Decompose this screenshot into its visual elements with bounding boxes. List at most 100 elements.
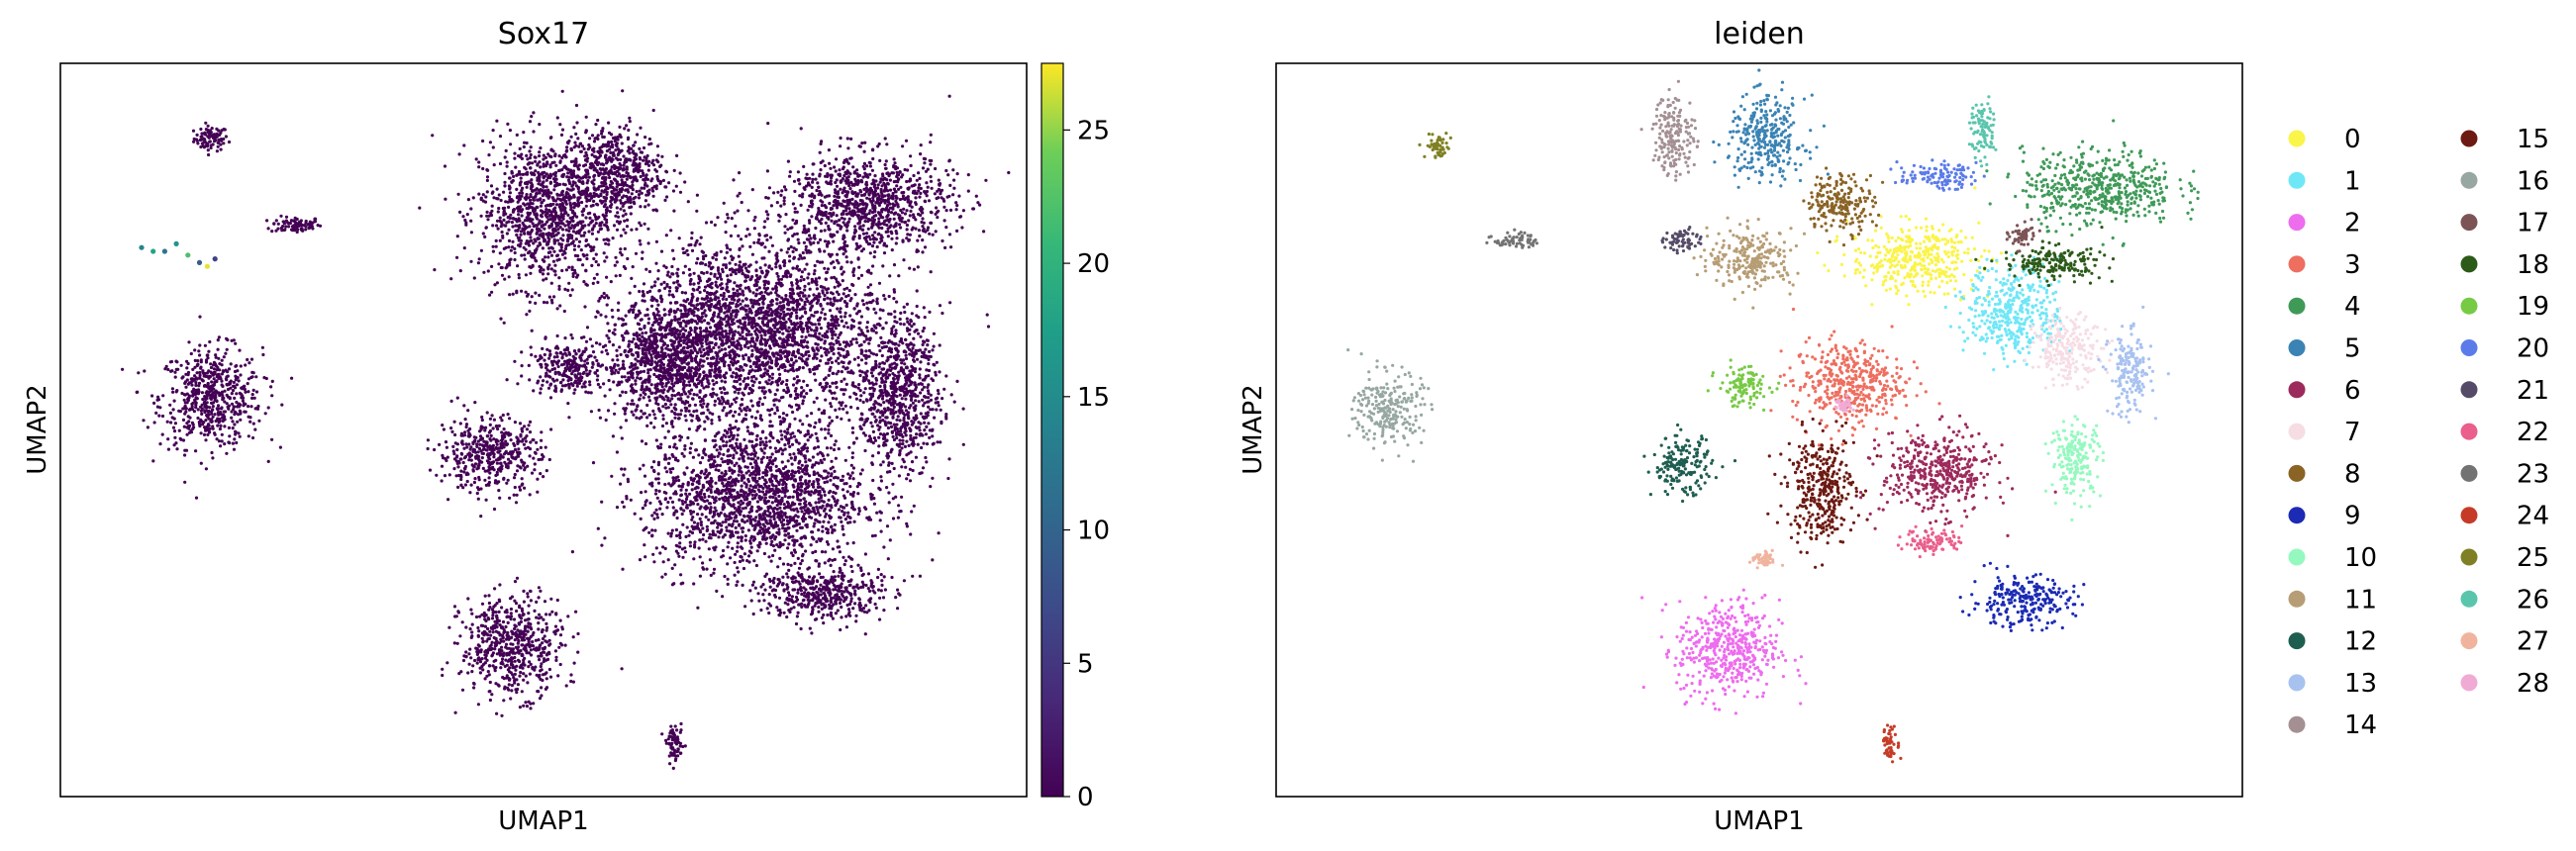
sox17-point xyxy=(261,352,265,357)
sox17-point xyxy=(789,314,793,318)
sox17-point xyxy=(526,157,530,161)
sox17-point xyxy=(246,357,249,362)
sox17-point xyxy=(596,230,601,234)
sox17-point xyxy=(654,158,658,162)
sox17-point xyxy=(588,192,593,196)
sox17-point xyxy=(807,294,811,298)
sox17-point xyxy=(772,403,776,407)
sox17-point xyxy=(763,367,767,371)
sox17-point xyxy=(464,223,468,227)
sox17-point xyxy=(572,243,577,247)
sox17-point xyxy=(222,128,226,132)
sox17-point xyxy=(605,294,609,298)
sox17-point xyxy=(536,224,540,228)
sox17-point xyxy=(545,211,549,215)
sox17-point xyxy=(780,296,784,300)
sox17-point xyxy=(750,305,754,309)
sox17-point xyxy=(562,309,566,314)
sox17-point xyxy=(826,267,831,271)
sox17-point xyxy=(737,284,741,288)
sox17-point xyxy=(510,171,514,175)
sox17-point xyxy=(483,235,487,238)
sox17-point xyxy=(596,280,600,284)
sox17-point xyxy=(785,250,789,254)
sox17-point xyxy=(499,221,504,225)
sox17-point xyxy=(656,269,660,273)
sox17-point xyxy=(675,153,679,157)
sox17-point xyxy=(772,338,777,342)
sox17-point xyxy=(808,316,812,320)
sox17-point xyxy=(764,312,768,317)
sox17-point xyxy=(250,370,254,374)
sox17-point xyxy=(801,402,805,406)
sox17-point xyxy=(819,345,823,349)
sox17-point xyxy=(836,252,840,256)
sox17-point xyxy=(530,183,535,187)
sox17-point xyxy=(226,337,230,342)
sox17-point xyxy=(542,157,545,161)
sox17-point xyxy=(644,162,648,166)
sox17-point xyxy=(676,274,680,278)
sox17-point xyxy=(513,156,517,160)
sox17-point xyxy=(625,124,629,128)
sox17-point xyxy=(576,196,580,200)
sox17-point xyxy=(216,411,220,415)
sox17-point xyxy=(732,318,736,322)
sox17-point xyxy=(585,168,589,172)
sox17-point xyxy=(842,325,846,329)
sox17-point xyxy=(626,218,630,222)
sox17-point xyxy=(599,192,603,196)
sox17-point xyxy=(143,369,147,373)
sox17-point xyxy=(237,379,241,383)
sox17-point xyxy=(840,360,843,364)
sox17-point xyxy=(775,388,779,392)
sox17-point xyxy=(622,264,627,269)
sox17-point xyxy=(639,205,643,209)
sox17-point xyxy=(431,134,435,138)
sox17-point xyxy=(656,153,660,157)
sox17-point xyxy=(605,192,609,197)
sox17-point xyxy=(882,294,886,298)
sox17-point xyxy=(555,258,559,262)
sox17-point xyxy=(583,158,588,162)
sox17-point xyxy=(797,241,801,245)
sox17-point xyxy=(768,413,772,417)
sox17-point xyxy=(597,155,601,159)
sox17-point xyxy=(771,351,775,355)
sox17-point xyxy=(602,205,607,209)
sox17-point xyxy=(611,315,615,319)
sox17-point xyxy=(574,184,579,188)
sox17-point xyxy=(503,155,507,159)
sox17-point xyxy=(187,381,191,385)
sox17-point xyxy=(814,378,818,382)
sox17-point xyxy=(826,335,830,339)
sox17-point xyxy=(646,203,650,207)
sox17-point xyxy=(827,373,831,377)
sox17-point xyxy=(724,306,728,310)
sox17-point xyxy=(515,187,519,191)
sox17-point xyxy=(206,148,210,152)
sox17-point xyxy=(524,167,528,171)
sox17-point xyxy=(593,168,597,172)
sox17-point xyxy=(692,410,696,414)
sox17-point xyxy=(800,275,804,279)
sox17-point xyxy=(202,421,206,425)
sox17-point xyxy=(764,324,768,328)
sox17-point xyxy=(500,265,504,270)
sox17-point xyxy=(541,224,545,228)
sox17-point xyxy=(690,236,694,240)
sox17-point xyxy=(775,298,779,302)
sox17-point xyxy=(754,268,758,272)
sox17-point xyxy=(215,437,219,441)
sox17-point xyxy=(216,338,220,342)
sox17-point xyxy=(829,302,833,306)
sox17-point xyxy=(502,190,506,194)
sox17-point xyxy=(503,171,507,176)
sox17-point xyxy=(778,336,782,340)
sox17-point xyxy=(739,332,743,336)
sox17-point xyxy=(203,371,207,376)
sox17-point xyxy=(878,317,882,321)
sox17-point xyxy=(174,367,178,371)
sox17-point xyxy=(569,135,573,139)
sox17-point xyxy=(560,168,564,172)
